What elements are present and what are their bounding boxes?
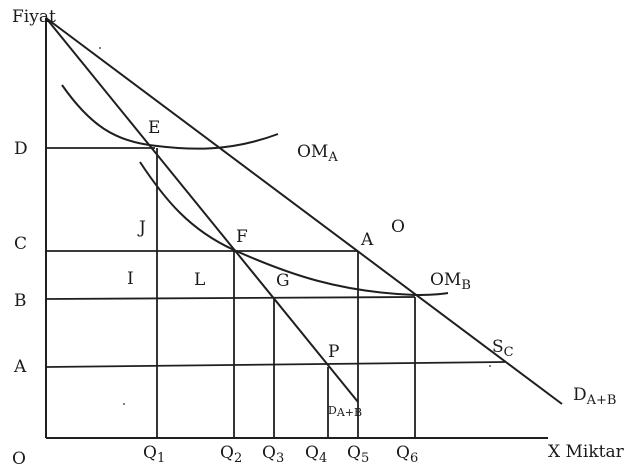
quantity-label-q5: Q5 [347, 443, 369, 466]
quantity-label-q4: Q4 [305, 443, 327, 466]
region-i-label: I [127, 269, 134, 289]
quantity-label-q3: Q3 [262, 443, 284, 466]
price-label-c: C [14, 234, 27, 254]
demand-inner-label: DA+B [328, 404, 362, 419]
om-b-label: OMB [430, 270, 471, 293]
price-label-d: D [14, 139, 28, 159]
price-label-b: B [14, 291, 27, 311]
y-axis-label: Fiyat [12, 7, 56, 27]
demand-total-curve [45, 17, 563, 405]
om-b-curve [139, 161, 449, 297]
scan-speck [123, 403, 125, 405]
price-line-a [45, 361, 506, 368]
point-e-label: E [148, 118, 160, 138]
region-l-label: L [194, 270, 205, 290]
demand-inner-curve [45, 17, 359, 403]
quantity-label-q6: Q6 [396, 443, 418, 466]
origin-label: O [12, 449, 26, 469]
point-p-label: P [328, 342, 339, 362]
x-axis-label: X Miktar [548, 442, 625, 462]
demand-total-label: DA+B [573, 385, 616, 408]
scan-speck [489, 365, 491, 367]
om-a-curve [61, 84, 279, 150]
point-g-label: G [276, 271, 290, 291]
sc-label: SC [492, 337, 514, 360]
scan-speck [99, 47, 101, 49]
price-line-b [45, 296, 416, 300]
quantity-label-q2: Q2 [220, 443, 242, 466]
om-a-label: OMA [297, 142, 338, 165]
price-label-a: A [13, 357, 27, 377]
quantity-label-q1: Q1 [143, 443, 165, 466]
point-o-label: O [391, 217, 405, 237]
region-j-label: J [137, 218, 146, 238]
point-a-label: A [360, 230, 374, 250]
point-f-label: F [236, 227, 248, 247]
